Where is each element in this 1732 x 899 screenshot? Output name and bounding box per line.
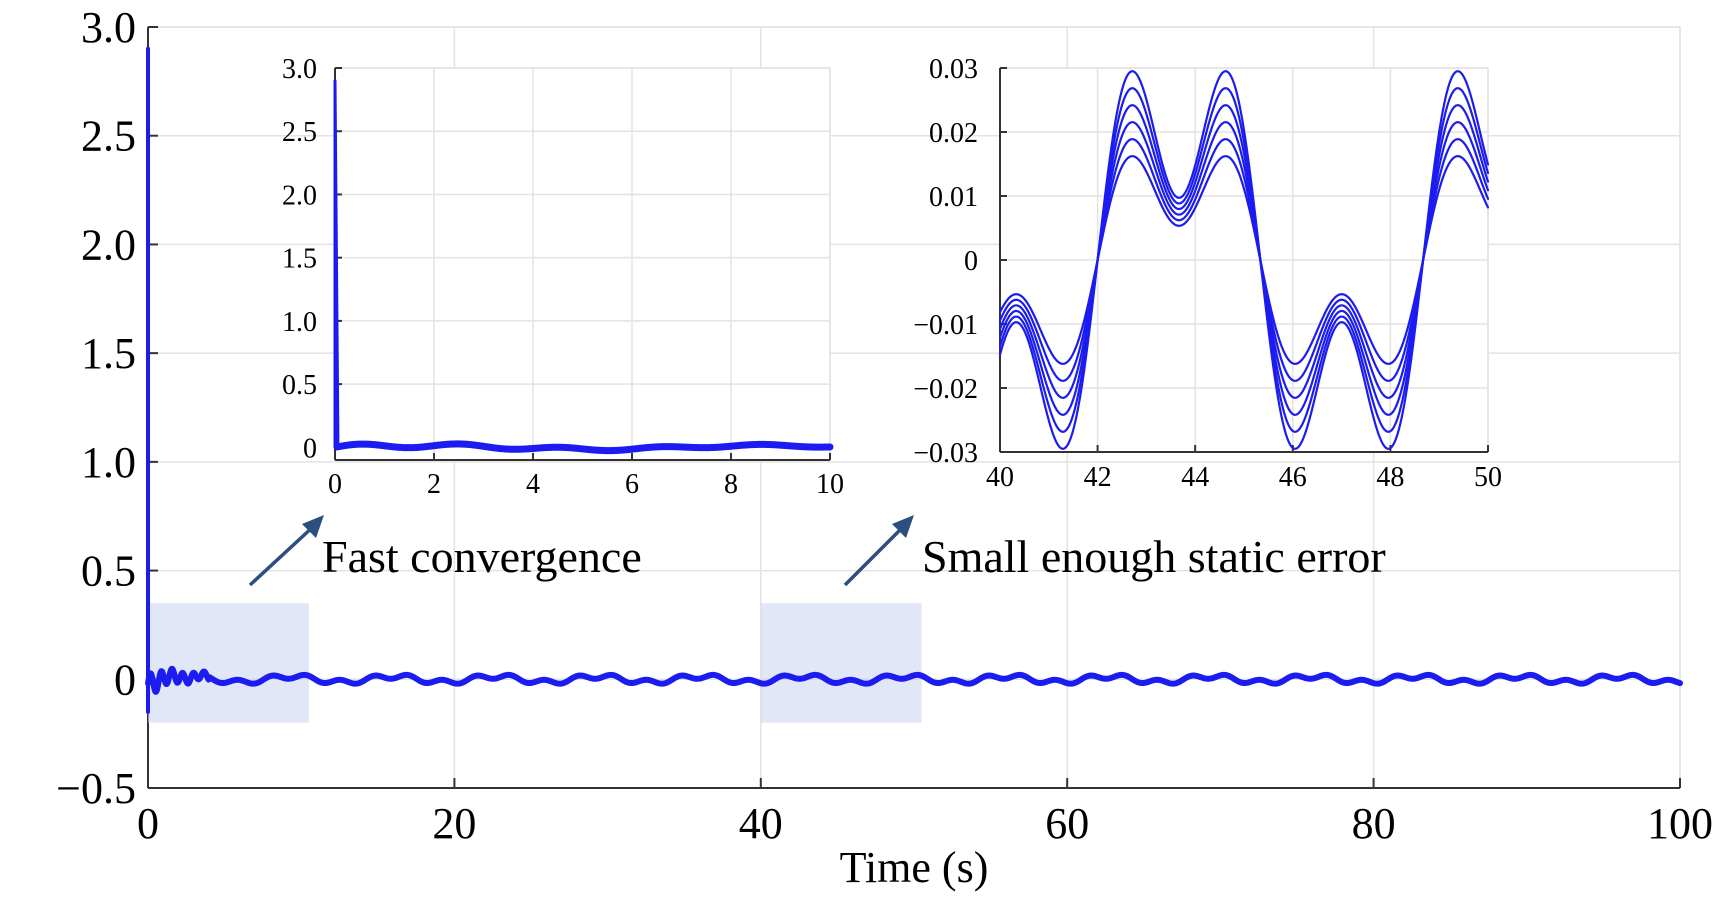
x-tick-label: 2 — [427, 469, 441, 500]
x-axis-label: Time (s) — [840, 843, 989, 892]
x-tick-label: 42 — [1084, 462, 1112, 493]
x-tick-label: 40 — [739, 799, 783, 848]
x-tick-label: 100 — [1647, 799, 1713, 848]
inset-fast-convergence: 0 2 4 6 8 10 0 0.5 1.0 1.5 2.0 2.5 3.0 — [282, 54, 844, 500]
x-tick-label: 48 — [1376, 462, 1404, 493]
x-tick-label: 6 — [625, 469, 639, 500]
y-tick-label: −0.03 — [913, 438, 978, 469]
annotation-static: Small enough static error — [843, 515, 1386, 587]
inset-series-line-6 — [998, 70, 1490, 450]
arrow-static — [843, 523, 907, 587]
x-tick-label: 50 — [1474, 462, 1502, 493]
y-tick-label: 0.01 — [929, 182, 978, 213]
arrow-fast — [248, 523, 317, 587]
highlight-region — [148, 603, 309, 723]
x-tick-label: 20 — [432, 799, 476, 848]
annotation-fast-label: Fast convergence — [322, 531, 642, 582]
y-tick-label: 2.0 — [282, 180, 317, 211]
y-tick-label: 0 — [964, 246, 978, 277]
x-tick-label: 10 — [816, 469, 844, 500]
y-tick-label: 0.02 — [929, 118, 978, 149]
series-line — [145, 665, 1683, 695]
x-tick-label: 8 — [724, 469, 738, 500]
y-tick-label: 3.0 — [282, 54, 317, 85]
x-tick-label: 44 — [1181, 462, 1209, 493]
inset-series-line — [333, 440, 834, 455]
y-tick-label: 2.5 — [282, 117, 317, 148]
y-tick-label: −0.02 — [913, 374, 978, 405]
arrowhead-static-icon — [892, 515, 914, 538]
y-tick-label: −0.01 — [913, 310, 978, 341]
y-tick-label: 0.5 — [282, 370, 317, 401]
x-tick-label: 40 — [986, 462, 1014, 493]
highlight-region — [760, 603, 922, 723]
x-tick-label: 4 — [526, 469, 540, 500]
inset-series-line-4 — [998, 104, 1490, 416]
x-tick-label: 80 — [1352, 799, 1396, 848]
inset-series-line-1 — [998, 155, 1490, 365]
y-tick-label: 0.03 — [929, 54, 978, 85]
annotation-fast: Fast convergence — [248, 515, 642, 587]
inset-static-error: 40 42 44 46 48 50 −0.03 −0.02 −0.01 0 0.01 0.02 0.03 — [913, 54, 1502, 493]
y-tick-label: 0.5 — [81, 547, 136, 596]
y-tick-label: 1.0 — [282, 307, 317, 338]
inset-series-line-3 — [998, 121, 1490, 399]
y-tick-label: −0.5 — [56, 764, 136, 813]
x-tick-label: 0 — [137, 799, 159, 848]
annotation-static-label: Small enough static error — [922, 531, 1386, 582]
inset-series-line-2 — [998, 138, 1490, 382]
y-tick-label: 0 — [114, 655, 136, 704]
inset-background — [335, 68, 830, 460]
inset-series-line-5 — [998, 87, 1490, 433]
y-tick-label: 3.0 — [81, 3, 136, 52]
y-tick-label: 2.0 — [81, 220, 136, 269]
y-tick-label: 2.5 — [81, 112, 136, 161]
x-tick-label: 46 — [1279, 462, 1307, 493]
x-tick-label: 60 — [1045, 799, 1089, 848]
y-tick-label: 0 — [303, 433, 317, 464]
y-tick-label: 1.0 — [81, 438, 136, 487]
arrowhead-fast-icon — [302, 515, 324, 538]
y-tick-label: 1.5 — [81, 329, 136, 378]
y-tick-label: 1.5 — [282, 244, 317, 275]
inset-initial-spike — [333, 79, 340, 449]
x-tick-label: 0 — [328, 469, 342, 500]
